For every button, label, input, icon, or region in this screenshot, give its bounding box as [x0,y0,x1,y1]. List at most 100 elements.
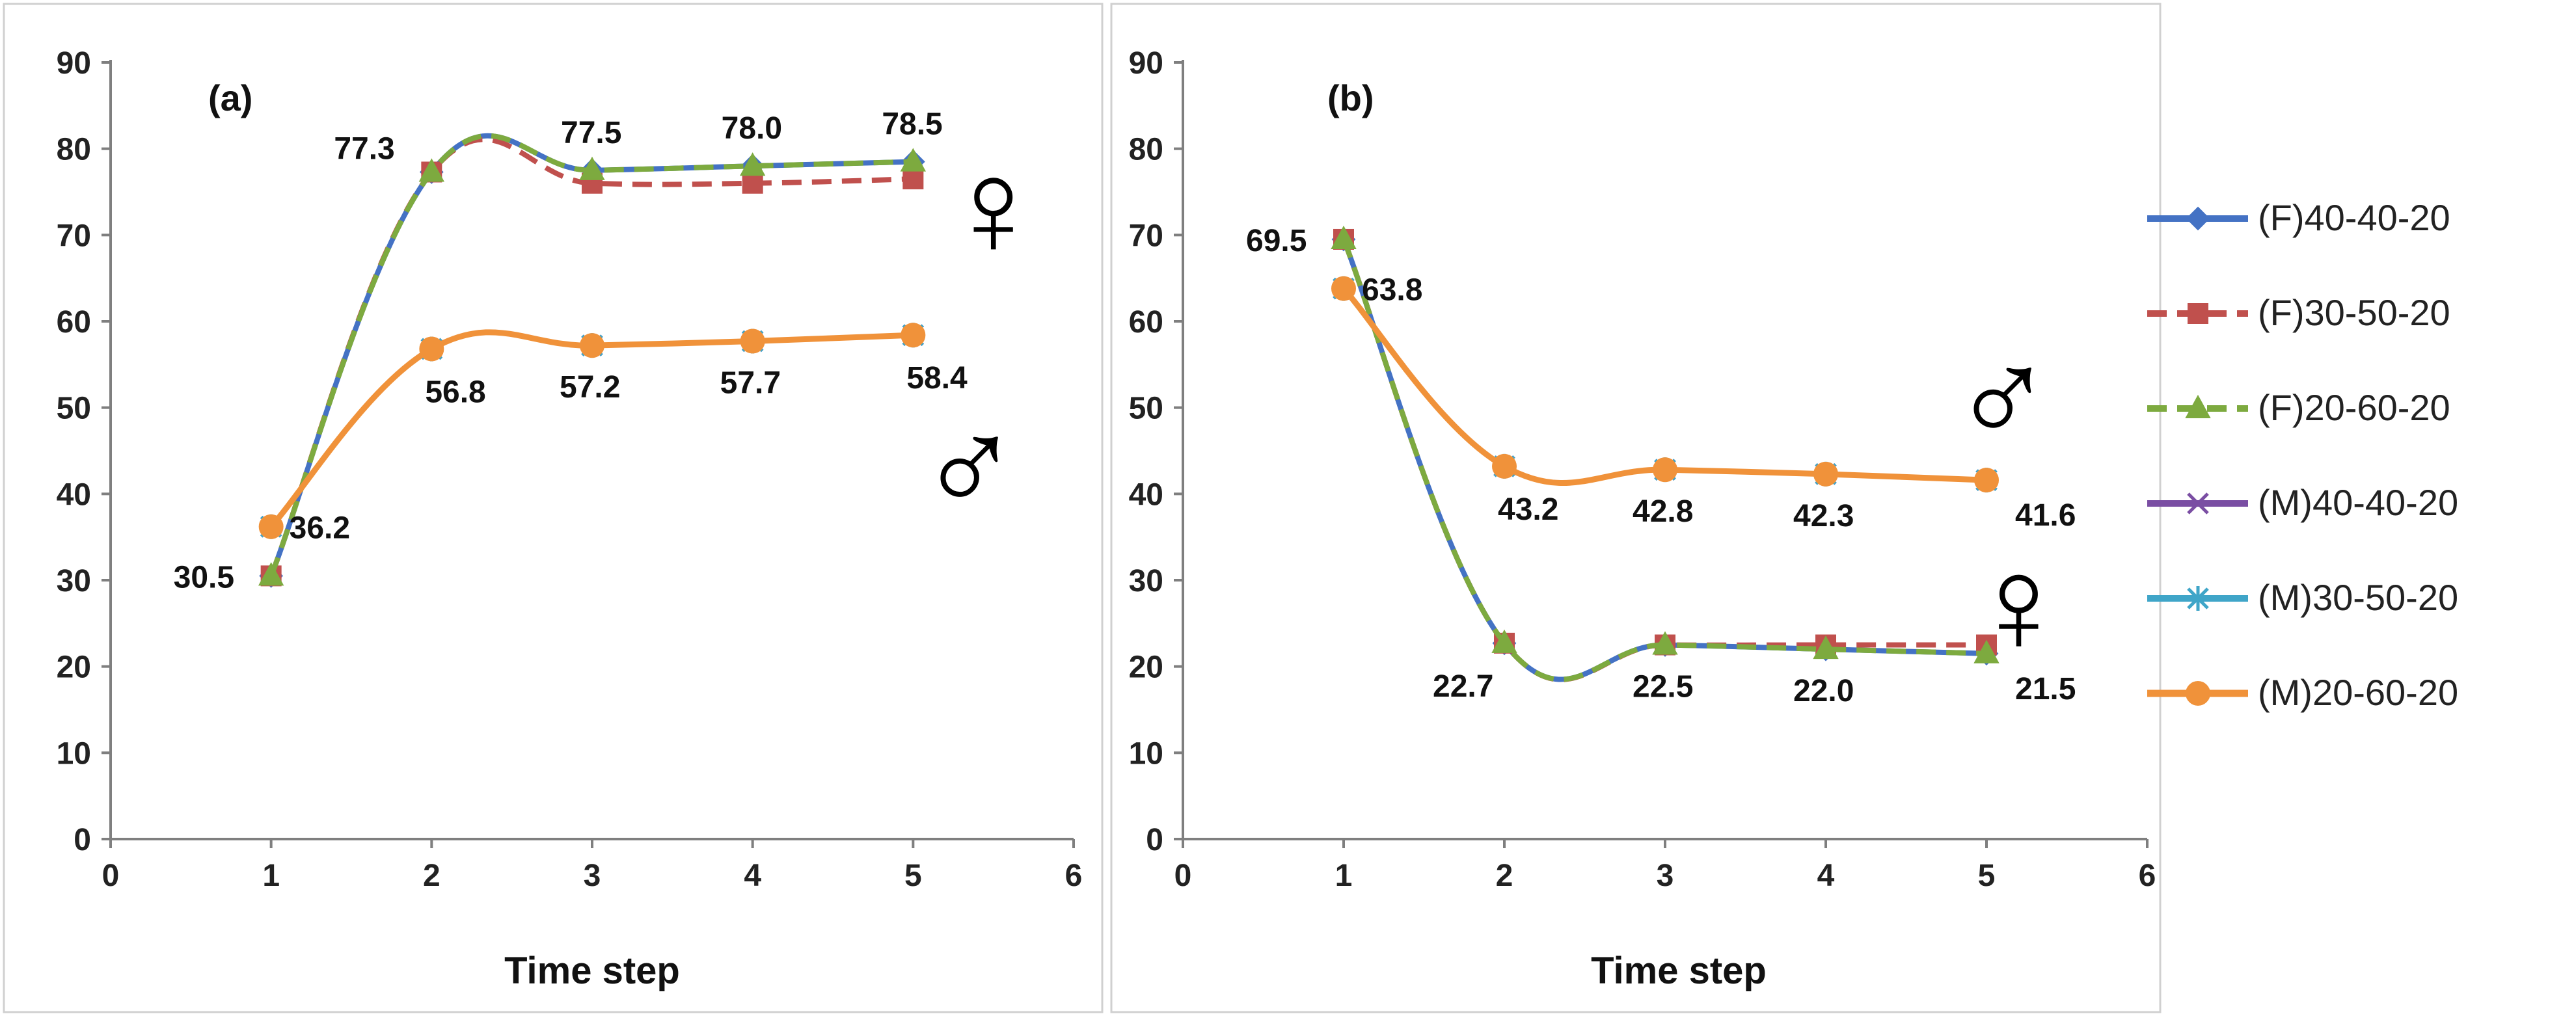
panel-a-data-label: 30.5 [174,560,234,595]
legend-label-m-40-40-20: (M)40-40-20 [2258,482,2458,523]
panel-b-y-tick-label: 60 [1129,305,1163,340]
panel-a-data-label: 77.5 [561,116,621,150]
panel-b-point-m-20-60-20-2 [1492,453,1517,479]
panel-b-data-label: 22.0 [1793,674,1854,708]
panel-a-data-label: 78.5 [882,107,942,142]
panel-b-female-symbol-icon: ♀ [1968,528,2070,681]
panel-b-x-tick-label: 4 [1817,859,1835,893]
panel-a-point-f-20-60-20-2 [418,158,445,182]
legend-marker-f-40-40-20 [2186,206,2210,231]
panel-b-point-f-20-60-20-4 [1813,635,1839,660]
panel-b-data-label: 42.8 [1633,494,1693,529]
panel-b-y-tick-label: 70 [1129,219,1163,253]
panel-b-x-tick-label: 3 [1657,859,1674,893]
panel-b-x-axis-title: Time step [1591,950,1767,992]
panel-b-y-tick-label: 40 [1129,477,1163,512]
panel-a-x-axis-title: Time step [504,950,680,992]
legend-marker-f-30-50-20 [2188,303,2208,324]
legend-label-f-40-40-20: (F)40-40-20 [2258,197,2450,238]
panel-a-y-tick-label: 60 [57,305,91,340]
panel-b-data-label: 43.2 [1498,492,1558,527]
panel-a-point-f-20-60-20-3 [579,156,605,180]
panel-a-x-tick-label: 5 [904,859,922,893]
legend-label-f-20-60-20: (F)20-60-20 [2258,387,2450,428]
panel-b-point-m-20-60-20-5 [1974,468,1999,493]
panel-a-y-tick-label: 70 [57,219,91,253]
panel-a-y-tick-label: 40 [57,477,91,512]
panel-b-x-tick-label: 0 [1174,859,1192,893]
panel-a-y-tick-label: 50 [57,392,91,426]
panel-a-point-f-20-60-20-4 [739,152,766,176]
panel-b-data-label: 22.5 [1633,670,1693,704]
panel-a-data-label: 78.0 [722,111,782,146]
panel-a-y-tick-label: 80 [57,133,91,167]
panel-a-x-tick-label: 1 [262,859,280,893]
panel-a-x-tick-label: 2 [423,859,441,893]
panel-b-point-f-20-60-20-1 [1331,225,1357,249]
panel-b-border [1110,3,2162,1013]
panel-b-data-label: 69.5 [1246,224,1307,258]
panel-a-point-m-20-60-20-5 [901,323,926,348]
panel-b-male-symbol-icon: ♂ [1951,321,2054,474]
panel-b-point-m-20-60-20-4 [1813,461,1838,487]
panel-b: (b) Time step 0 10 20 30 40 50 60 70 80 90 0 1 2 3 4 5 6… [1110,3,2162,1013]
panel-b-y-tick-label: 10 [1129,736,1163,771]
panel-b-label: (b) [1327,77,1374,118]
panel-a-point-f-20-60-20-5 [900,148,927,172]
panel-b-y-tick-label: 0 [1146,823,1163,857]
panel-b-data-label: 42.3 [1793,499,1854,533]
panel-a-label: (a) [208,77,252,118]
panel-a-point-m-20-60-20-2 [419,336,444,362]
panel-b-y-tick-label: 20 [1129,650,1163,685]
legend-label-m-20-60-20: (M)20-60-20 [2258,672,2458,713]
panel-a-data-label: 36.2 [290,511,350,546]
panel-a-y-tick-label: 10 [57,736,91,771]
panel-b-x-tick-label: 1 [1335,859,1353,893]
panel-a-point-m-20-60-20-4 [740,328,765,354]
panel-b-data-label: 63.8 [1362,273,1422,308]
legend-marker-m-40-40-20 [2187,492,2209,515]
panel-b-y-tick-label: 80 [1129,133,1163,167]
panel-a-point-m-20-60-20-3 [580,333,604,358]
panel-b-y-tick-label: 90 [1129,46,1163,81]
panel-b-x-tick-label: 5 [1978,859,1996,893]
panel-a-point-f-20-60-20-1 [258,562,284,586]
panel-a-border [3,3,1104,1013]
panel-b-point-m-20-60-20-1 [1331,276,1356,301]
legend-label-m-30-50-20: (M)30-50-20 [2258,577,2458,618]
panel-b-data-label: 41.6 [2015,498,2076,533]
panel-b-point-f-20-60-20-5 [1973,639,2000,663]
legend-marker-f-20-60-20 [2185,394,2211,418]
panel-b-y-tick-label: 50 [1129,392,1163,426]
panel-a-data-label: 57.7 [720,366,781,401]
panel-a-data-label: 77.3 [334,131,394,166]
panel-b-series-line-f-20-60-20 [1341,238,1987,682]
panel-a-y-tick-label: 90 [57,46,91,81]
legend-marker-m-30-50-20 [2187,586,2209,611]
panel-b-point-m-20-60-20-3 [1653,457,1677,483]
panel-a-x-tick-label: 4 [744,859,761,893]
panel-a-female-symbol-icon: ♀ [942,131,1045,284]
panel-a-data-label: 57.2 [560,370,620,405]
panel-a-y-tick-label: 20 [57,650,91,685]
panel-b-point-f-20-60-20-3 [1652,631,1678,655]
legend-marker-m-20-60-20 [2186,681,2210,706]
panel-a-x-tick-label: 3 [584,859,601,893]
panel-b-data-label: 22.7 [1433,669,1493,704]
panel-b-x-tick-label: 6 [2139,859,2156,893]
panel-a-male-symbol-icon: ♂ [918,390,1021,543]
panel-a-y-tick-label: 0 [74,823,91,857]
panel-b-data-label: 21.5 [2015,672,2076,706]
panel-a-x-tick-label: 6 [1065,859,1083,893]
panel-a-point-f-30-50-20-4 [742,172,763,194]
panel-a-series-line-m-20-60-20 [269,329,914,529]
panel-a-x-tick-label: 0 [102,859,120,893]
panel-b-y-tick-label: 30 [1129,564,1163,598]
panel-b-x-tick-label: 2 [1496,859,1513,893]
panel-a-point-f-30-50-20-5 [902,168,924,190]
panel-a-data-label: 56.8 [425,375,485,409]
panel-a-y-tick-label: 30 [57,564,91,598]
panel-a-series-line-f-20-60-20 [268,133,914,577]
